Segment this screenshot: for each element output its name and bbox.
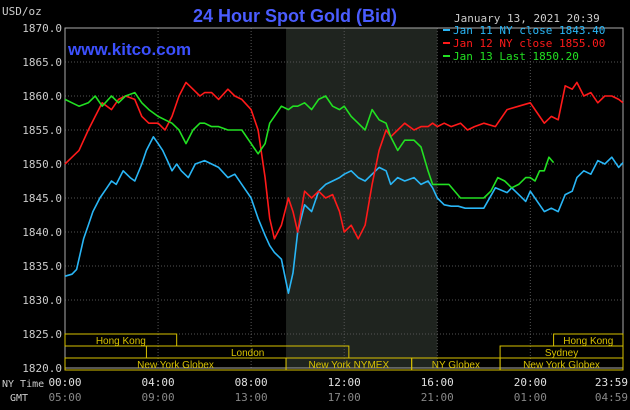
x-tick-label-gmt: 13:00 — [235, 391, 268, 404]
y-unit-label: USD/oz — [2, 5, 42, 18]
y-tick-label: 1855.0 — [22, 124, 62, 137]
x-axis-ticks: 00:00 05:00 04:00 09:00 08:00 13:00 12:00 17:00… — [48, 376, 628, 404]
session-label: London — [231, 348, 264, 359]
x-tick-label-ny: 04:00 — [142, 376, 175, 389]
x-tick-label-ny: 16:00 — [421, 376, 454, 389]
session-label: New York NYMEX — [309, 360, 390, 371]
session-label: Sydney — [545, 348, 578, 359]
legend-entry: Jan 12 NY close 1855.00 — [453, 37, 605, 50]
x-tick-label-ny: 00:00 — [48, 376, 81, 389]
session-label: New York Globex — [137, 360, 214, 371]
series-line-1 — [64, 136, 624, 295]
x-row-label-gmt: GMT — [10, 393, 28, 404]
y-tick-label: 1845.0 — [22, 192, 62, 205]
x-tick-label-gmt: 05:00 — [48, 391, 81, 404]
timestamp: January 13, 2021 20:39 — [454, 12, 600, 25]
x-tick-label-gmt: 04:59 — [595, 391, 628, 404]
session-label: NY Globex — [432, 360, 480, 371]
x-tick-label-ny: 20:00 — [514, 376, 547, 389]
x-tick-label-ny: 12:00 — [328, 376, 361, 389]
x-row-label-ny: NY Time — [2, 379, 44, 390]
session-box — [64, 333, 178, 347]
y-axis-ticks: 1870.0 1865.0 1860.0 1855.0 1850.0 1845.0 1840… — [22, 22, 62, 375]
y-tick-label: 1865.0 — [22, 56, 62, 69]
x-tick-label-ny: 23:59 — [595, 376, 628, 389]
session-label: New York Globex — [523, 360, 600, 371]
series-line-3 — [64, 91, 555, 199]
y-tick-label: 1825.0 — [22, 328, 62, 341]
session-label: Hong Kong — [563, 336, 613, 347]
series-lines — [64, 81, 624, 295]
session-box — [499, 357, 624, 371]
legend-entry: Jan 13 Last 1850.20 — [453, 50, 579, 63]
x-tick-label-ny: 08:00 — [235, 376, 268, 389]
legend-entry: Jan 11 NY close 1843.40 — [453, 24, 605, 37]
x-tick-label-gmt: 09:00 — [142, 391, 175, 404]
x-tick-label-gmt: 21:00 — [421, 391, 454, 404]
y-tick-label: 1835.0 — [22, 260, 62, 273]
y-tick-label: 1820.0 — [22, 362, 62, 375]
plot-border — [64, 27, 624, 369]
chart-title: 24 Hour Spot Gold (Bid) — [193, 6, 397, 26]
y-tick-label: 1860.0 — [22, 90, 62, 103]
y-tick-label: 1850.0 — [22, 158, 62, 171]
y-tick-label: 1840.0 — [22, 226, 62, 239]
x-tick-label-gmt: 17:00 — [328, 391, 361, 404]
x-tick-label-gmt: 01:00 — [514, 391, 547, 404]
series-line-2 — [64, 81, 624, 240]
session-label: Hong Kong — [96, 336, 146, 347]
y-tick-label: 1830.0 — [22, 294, 62, 307]
y-tick-label: 1870.0 — [22, 22, 62, 35]
kitco-watermark: www.kitco.com — [67, 40, 191, 59]
